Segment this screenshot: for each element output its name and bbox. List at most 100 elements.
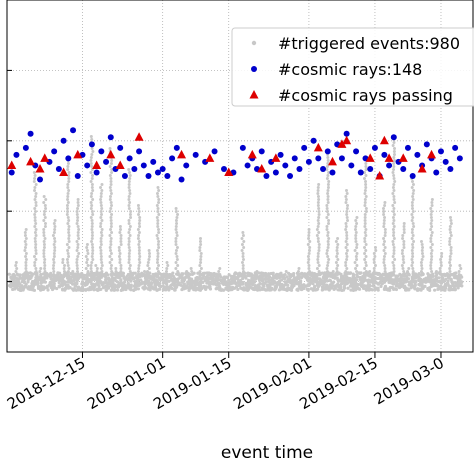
triggered-event-point <box>128 177 132 181</box>
triggered-event-point <box>320 271 324 275</box>
triggered-event-point <box>37 284 41 289</box>
triggered-event-point <box>140 271 144 275</box>
triggered-event-point <box>440 252 444 256</box>
triggered-event-point <box>392 162 396 166</box>
triggered-event-point <box>35 282 40 286</box>
triggered-event-point <box>360 281 364 286</box>
triggered-event-point <box>198 237 202 241</box>
triggered-event-point <box>326 261 330 265</box>
triggered-event-point <box>67 174 71 178</box>
triggered-event-point <box>218 267 222 271</box>
triggered-event-point <box>364 186 368 190</box>
triggered-event-point <box>364 255 368 259</box>
triggered-event-point <box>127 261 131 265</box>
triggered-event-point <box>100 213 104 217</box>
triggered-event-point <box>206 281 211 285</box>
triggered-event-point <box>349 288 353 292</box>
triggered-event-point <box>43 225 47 229</box>
triggered-event-point <box>75 264 79 268</box>
triggered-event-point <box>67 267 71 271</box>
triggered-event-point <box>449 246 453 250</box>
cosmic-ray-point <box>121 173 128 179</box>
triggered-event-point <box>137 249 141 253</box>
triggered-event-point <box>410 264 414 268</box>
triggered-event-point <box>42 278 46 282</box>
triggered-event-point <box>100 264 104 268</box>
triggered-event-point <box>346 204 350 208</box>
triggered-event-point <box>448 225 452 229</box>
cosmic-ray-point <box>381 151 388 158</box>
triggered-event-point <box>459 279 463 284</box>
x-tick-label: 2019-03-0 <box>371 354 447 408</box>
triggered-event-point <box>22 277 27 281</box>
cosmic-ray-point <box>343 130 350 137</box>
triggered-event-point <box>317 207 321 211</box>
triggered-event-point <box>175 222 179 226</box>
triggered-event-point <box>110 159 114 163</box>
triggered-event-point <box>392 195 396 199</box>
triggered-event-point <box>296 281 300 286</box>
triggered-event-point <box>401 278 405 282</box>
triggered-event-point <box>53 237 57 241</box>
triggered-event-point <box>43 204 47 208</box>
triggered-event-point <box>376 281 381 285</box>
triggered-event-point <box>296 287 300 291</box>
triggered-event-point <box>316 204 320 208</box>
triggered-event-point <box>22 280 26 285</box>
triggered-event-point <box>236 287 240 292</box>
triggered-event-point <box>363 276 367 280</box>
triggered-event-point <box>460 284 464 288</box>
triggered-event-point <box>137 231 141 235</box>
triggered-event-point <box>113 278 117 282</box>
triggered-event-point <box>290 285 295 289</box>
triggered-event-point <box>52 280 56 284</box>
triggered-event-point <box>109 192 113 196</box>
triggered-event-point <box>127 219 131 223</box>
triggered-event-point <box>44 198 48 202</box>
triggered-event-point <box>171 271 175 275</box>
triggered-event-point <box>27 274 31 278</box>
triggered-event-point <box>128 273 132 277</box>
triggered-event-point <box>53 240 57 244</box>
triggered-event-point <box>363 252 367 256</box>
triggered-event-point <box>417 274 421 279</box>
cosmic-ray-point <box>211 148 218 155</box>
triggered-event-point <box>67 189 71 193</box>
triggered-event-point <box>187 288 191 292</box>
triggered-event-point <box>46 288 50 292</box>
triggered-event-point <box>86 252 90 256</box>
triggered-event-point <box>411 195 415 199</box>
triggered-event-point <box>72 279 76 283</box>
triggered-event-point <box>76 198 80 202</box>
triggered-event-point <box>328 279 333 283</box>
triggered-event-point <box>24 261 28 265</box>
triggered-event-point <box>156 186 160 190</box>
triggered-event-point <box>326 183 330 187</box>
triggered-event-point <box>128 201 132 205</box>
triggered-event-point <box>421 255 425 259</box>
triggered-event-point <box>155 192 159 196</box>
triggered-event-point <box>382 249 386 253</box>
triggered-event-point <box>354 240 358 244</box>
triggered-event-point <box>230 288 234 292</box>
triggered-event-point <box>439 264 443 268</box>
triggered-event-point <box>355 222 359 226</box>
triggered-event-point <box>345 207 349 211</box>
triggered-event-point <box>164 270 168 274</box>
triggered-event-point <box>15 267 19 271</box>
cosmic-ray-point <box>131 165 138 172</box>
triggered-event-point <box>156 210 160 214</box>
triggered-event-point <box>42 255 46 259</box>
triggered-event-point <box>110 213 114 217</box>
triggered-event-point <box>201 280 205 285</box>
triggered-event-point <box>127 186 131 190</box>
triggered-event-point <box>24 264 28 268</box>
triggered-event-point <box>354 225 358 229</box>
triggered-event-point <box>137 207 141 211</box>
triggered-event-point <box>24 237 28 241</box>
triggered-event-point <box>257 274 262 279</box>
triggered-event-point <box>186 281 190 286</box>
triggered-event-point <box>335 267 339 271</box>
triggered-event-point <box>333 286 337 290</box>
